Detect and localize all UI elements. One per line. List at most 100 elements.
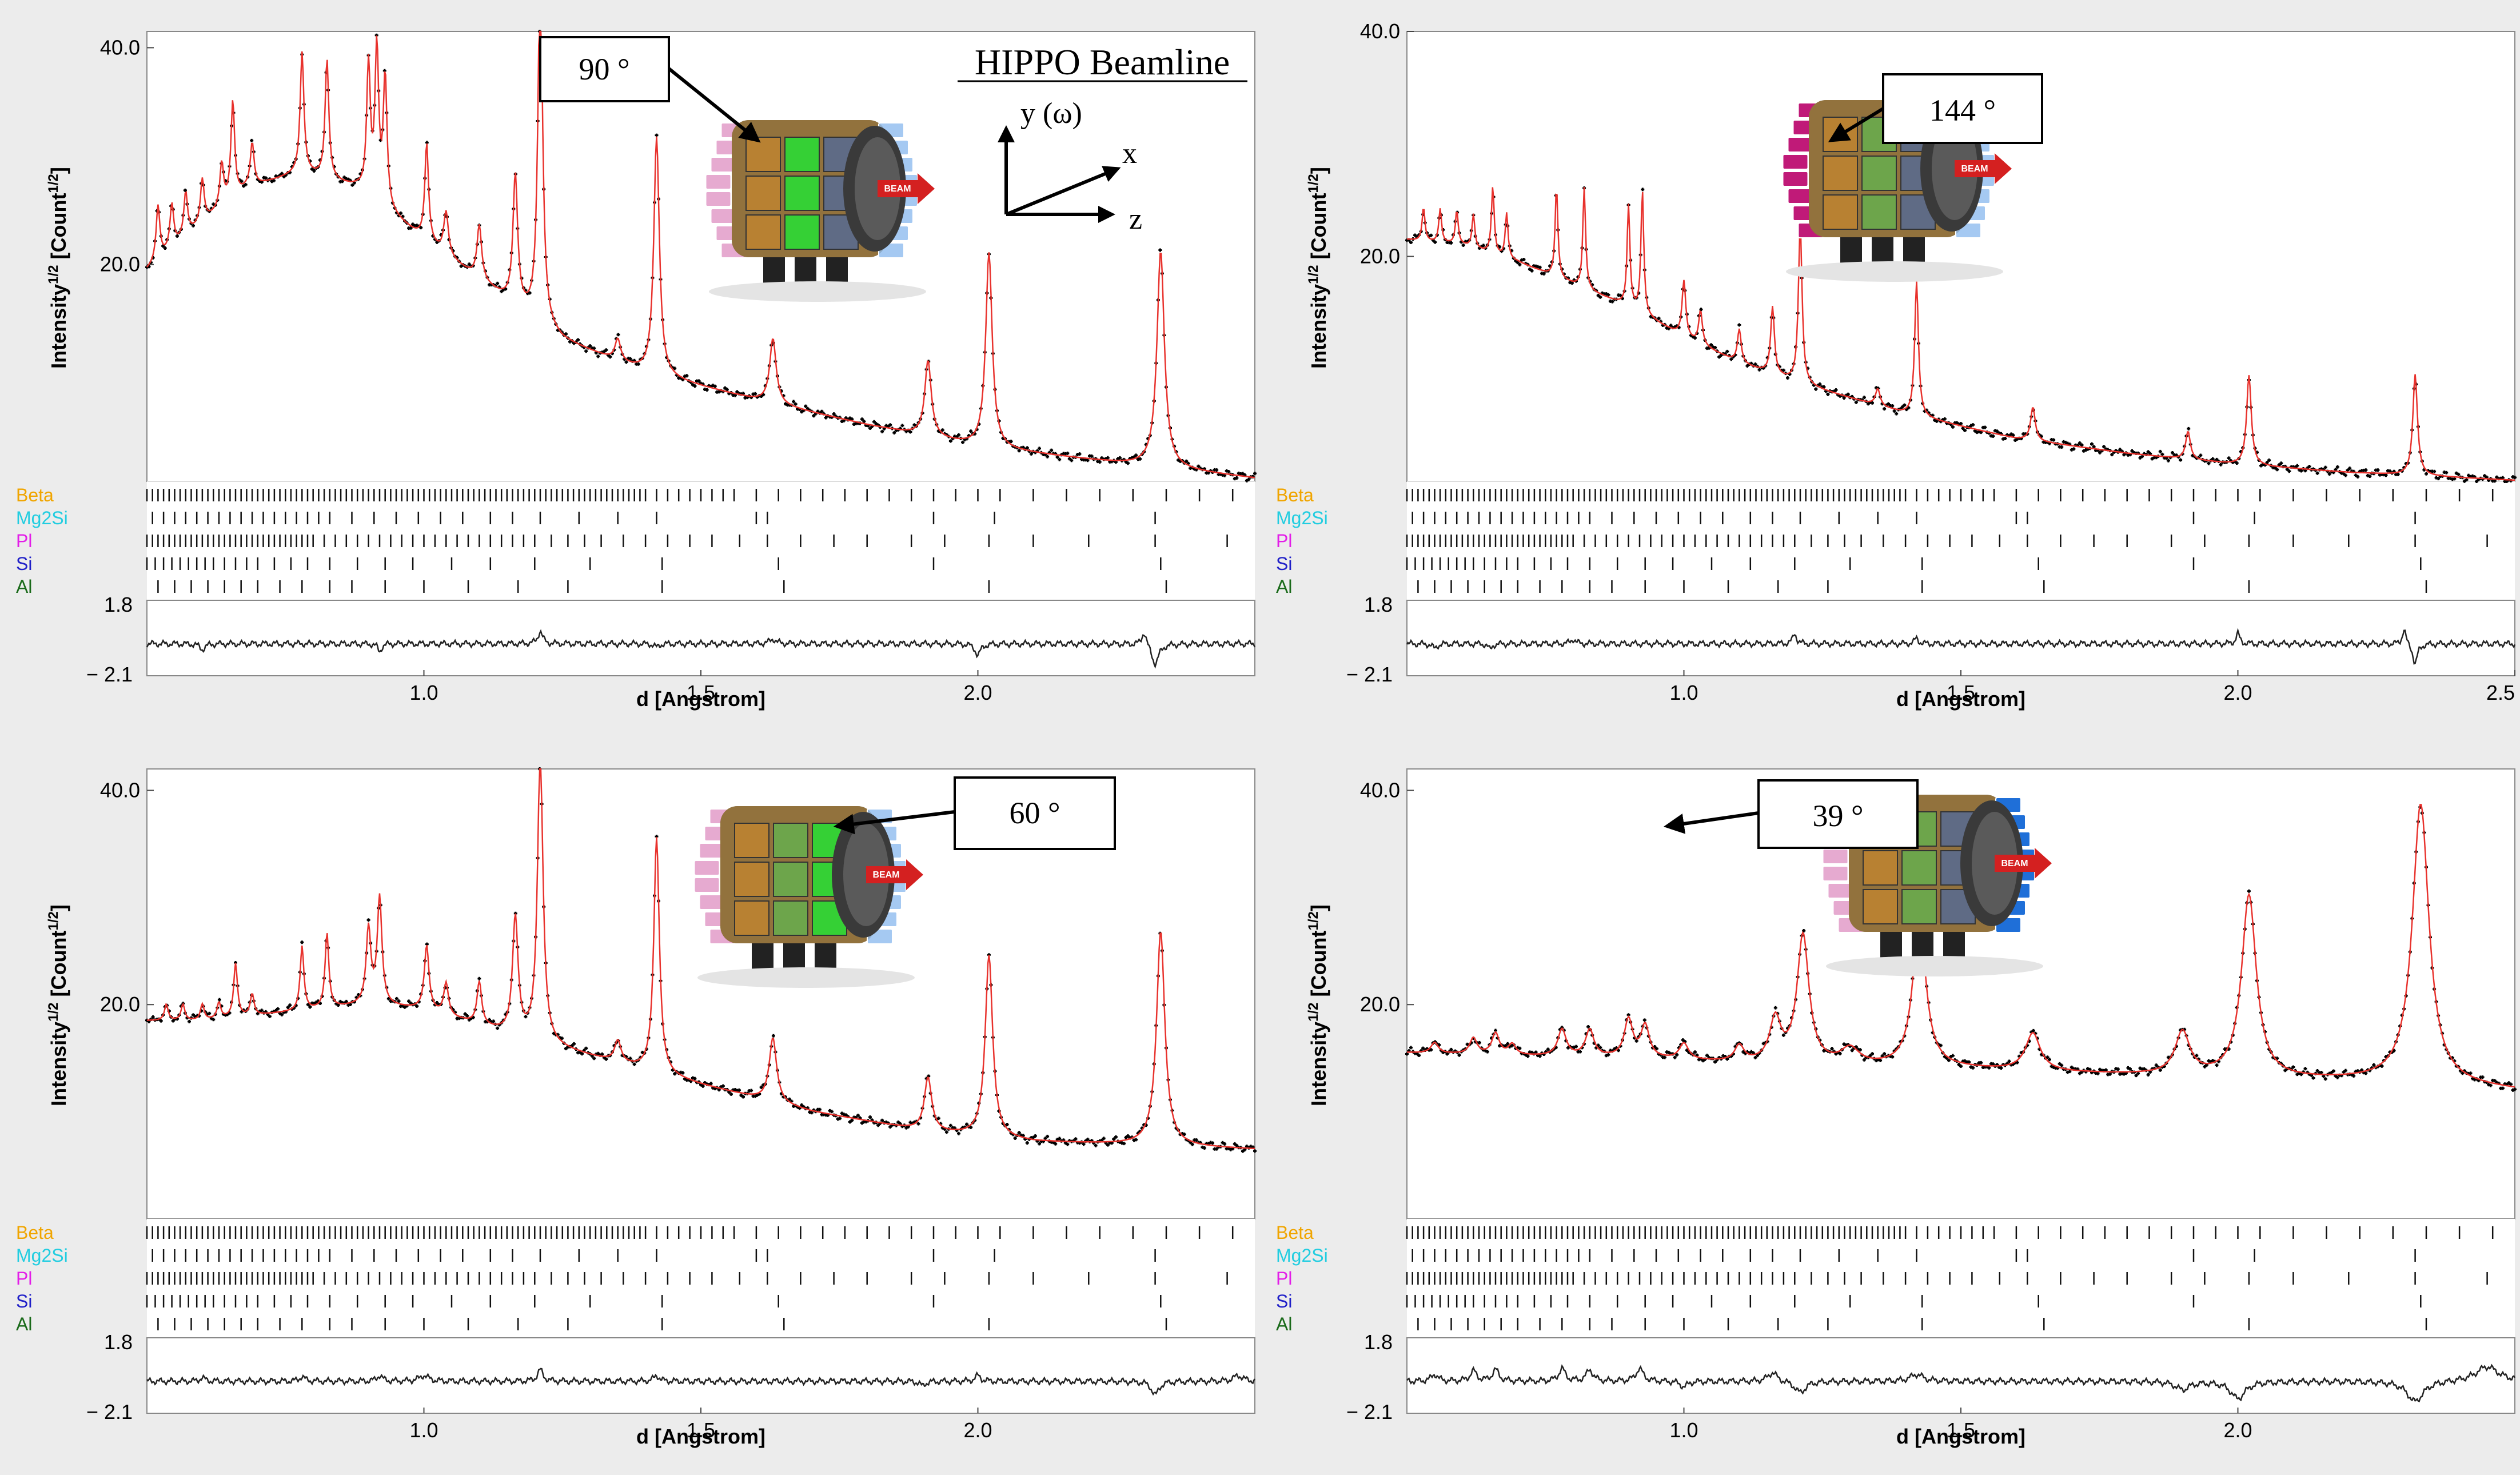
diff-tick-label-bottom: − 2.1 [86,1400,133,1424]
center-bank-panel [1861,194,1897,230]
y-tick-label: 40.0 [1360,778,1400,802]
beam-label: BEAM [1961,164,1988,174]
x-tick-label: 1.5 [1947,1418,1975,1442]
diff-tick-label-top: 1.8 [104,593,133,616]
bank-angle-box [1882,73,2043,144]
legend-si: Si [16,1291,32,1311]
beam-label: BEAM [872,870,899,880]
x-axis-label: d [Angstrom] [1896,1425,2025,1448]
center-bank-panel [773,862,808,897]
phase-ticks-si [1406,557,2422,570]
legend-si: Si [16,553,32,574]
legend-beta: Beta [16,1222,54,1243]
y-tick-label: 20.0 [1360,245,1400,268]
phase-ticks-si [146,1295,1162,1307]
diff-tick-label-top: 1.8 [1364,1330,1393,1354]
beam-arrow-head [906,859,923,890]
legend-beta: Beta [16,485,54,505]
legend-mg2si: Mg2Si [1276,508,1328,528]
center-bank-panel [1863,889,1898,924]
panel-39-deg: 20.0 40.0 Intensity1/2 [Count1/2] Beta Mg2Si… [1260,738,2520,1475]
x-axis-label: d [Angstrom] [1896,687,2025,711]
y-tick-label: 20.0 [100,253,140,276]
axis-z-label: z [1129,203,1142,236]
center-bank-panel [1861,156,1897,191]
back-bank-panel [705,174,732,190]
x-tick-label: 2.0 [963,681,992,704]
difference-series [1406,628,2516,665]
x-tick-label: 2.0 [2223,1418,2252,1442]
center-bank-panel [784,176,820,211]
y-tick-label: 20.0 [100,992,140,1016]
beam-arrow-head [2035,848,2052,879]
diff-tick-label-top: 1.8 [1364,593,1393,616]
x-tick-label: 1.5 [687,681,715,704]
phase-ticks-pl [1406,535,2488,547]
x-tick-label: 1.0 [409,681,438,704]
phase-ticks-mg2si [151,512,1156,524]
y-tick-label: 40.0 [1360,19,1400,43]
calculated-series [1406,187,2515,481]
bank-angle-box [539,36,670,102]
center-bank-panel [1901,850,1937,886]
legend-mg2si: Mg2Si [16,508,68,528]
calculated-series [147,768,1255,1150]
bank-arrow [1663,811,1759,834]
bank-angle-label: 144 ° [1929,93,1996,127]
y-tick-label: 20.0 [1360,992,1400,1016]
phase-ticks-al [157,580,1167,593]
bank-angle-label: 39 ° [1812,799,1863,833]
diff-tick-label-bottom: − 2.1 [86,663,133,686]
legend-beta: Beta [1276,485,1314,505]
legend-al: Al [16,1314,32,1334]
phase-ticks-mg2si [1411,512,2416,524]
center-bank-panel [734,900,769,936]
center-bank-panel [1863,850,1898,886]
beam-arrow-head [918,173,935,204]
hippo-detector-illustration: BEAM [705,120,935,302]
legend-al: Al [16,576,32,597]
back-bank-panel [1822,866,1849,882]
legend-al: Al [1276,1314,1292,1334]
axis-x-arrow [1005,166,1121,216]
phase-ticks-pl [146,535,1228,547]
bank-angle-box [1757,779,1919,849]
bank-angle-box [954,776,1116,850]
phase-ticks-al [157,1318,1167,1330]
difference-series [146,1368,1255,1396]
beam-label: BEAM [2001,859,2028,868]
back-bank-panel [1782,154,1809,170]
diff-tick-label-bottom: − 2.1 [1346,1400,1393,1424]
difference-series [1406,1364,2516,1402]
back-bank-panel [693,860,720,876]
phase-ticks-pl [1406,1272,2488,1285]
center-bank-panel [1823,194,1858,230]
bank-arrow [668,67,761,143]
phase-ticks-si [1406,1295,2422,1307]
x-tick-label: 1.0 [1669,1418,1698,1442]
center-bank-panel [784,214,820,250]
difference-plot-area [146,600,1255,676]
legend-pl: Pl [1276,1268,1292,1289]
beam-arrow-body [1995,855,2035,872]
detector-shadow [697,967,915,988]
phase-ticks-si [146,557,1162,570]
x-tick-label: 1.5 [687,1418,715,1442]
diff-tick-label-top: 1.8 [104,1330,133,1354]
center-bank-panel [773,823,808,858]
legend-mg2si: Mg2Si [1276,1245,1328,1266]
x-tick-label: 1.0 [1669,681,1698,704]
hippo-detector-illustration: BEAM [693,806,923,988]
center-bank-panel [745,137,781,172]
beam-arrow-body [878,180,918,197]
x-tick-label: 1.5 [1947,681,1975,704]
panel-90-deg: 20.0 40.0 Intensity1/2 [Count1/2] Beta Mg2Si… [0,0,1260,738]
detector-shadow [1786,261,2003,282]
legend-pl: Pl [1276,531,1292,551]
y-axis-label: Intensity1/2 [Count1/2] [46,904,70,1106]
phase-ticks-al [1417,580,2427,593]
legend-si: Si [1276,1291,1292,1311]
